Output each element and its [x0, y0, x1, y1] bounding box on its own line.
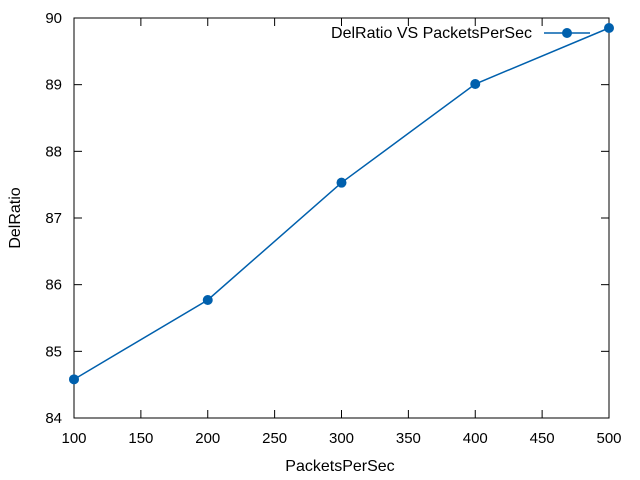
series-layer [69, 23, 614, 385]
y-tick-label: 88 [45, 143, 62, 160]
x-tick-label: 500 [596, 430, 621, 447]
x-tick-label: 300 [329, 430, 354, 447]
y-tick-label: 90 [45, 10, 62, 27]
y-tick-label: 87 [45, 210, 62, 227]
x-axis-ticks: 100 150 200 250 300 350 400 450 500 [61, 18, 622, 447]
x-tick-label: 200 [195, 430, 220, 447]
x-tick-label: 100 [61, 430, 86, 447]
y-tick-label: 84 [45, 410, 62, 427]
plot-frame [73, 17, 610, 419]
data-point [604, 23, 614, 33]
series-line [73, 27, 610, 380]
y-axis-label: DelRatio [7, 187, 24, 248]
y-tick-label: 89 [45, 77, 62, 94]
legend: DelRatio VS PacketsPerSec [331, 25, 590, 42]
legend-marker [562, 28, 572, 38]
x-tick-label: 400 [463, 430, 488, 447]
data-point [69, 374, 79, 385]
x-tick-label: 350 [396, 430, 421, 447]
data-point [470, 79, 481, 89]
y-axis-ticks: 84 85 86 87 88 89 90 [45, 10, 609, 427]
data-point [336, 177, 347, 188]
plot-border [73, 17, 610, 419]
x-tick-label: 450 [530, 430, 555, 447]
data-point [202, 295, 213, 305]
x-tick-label: 150 [128, 430, 153, 447]
y-tick-label: 86 [45, 277, 62, 294]
x-tick-label: 250 [262, 430, 287, 447]
y-tick-label: 85 [45, 343, 62, 360]
x-axis-label: PacketsPerSec [285, 458, 394, 475]
legend-label: DelRatio VS PacketsPerSec [331, 25, 532, 42]
